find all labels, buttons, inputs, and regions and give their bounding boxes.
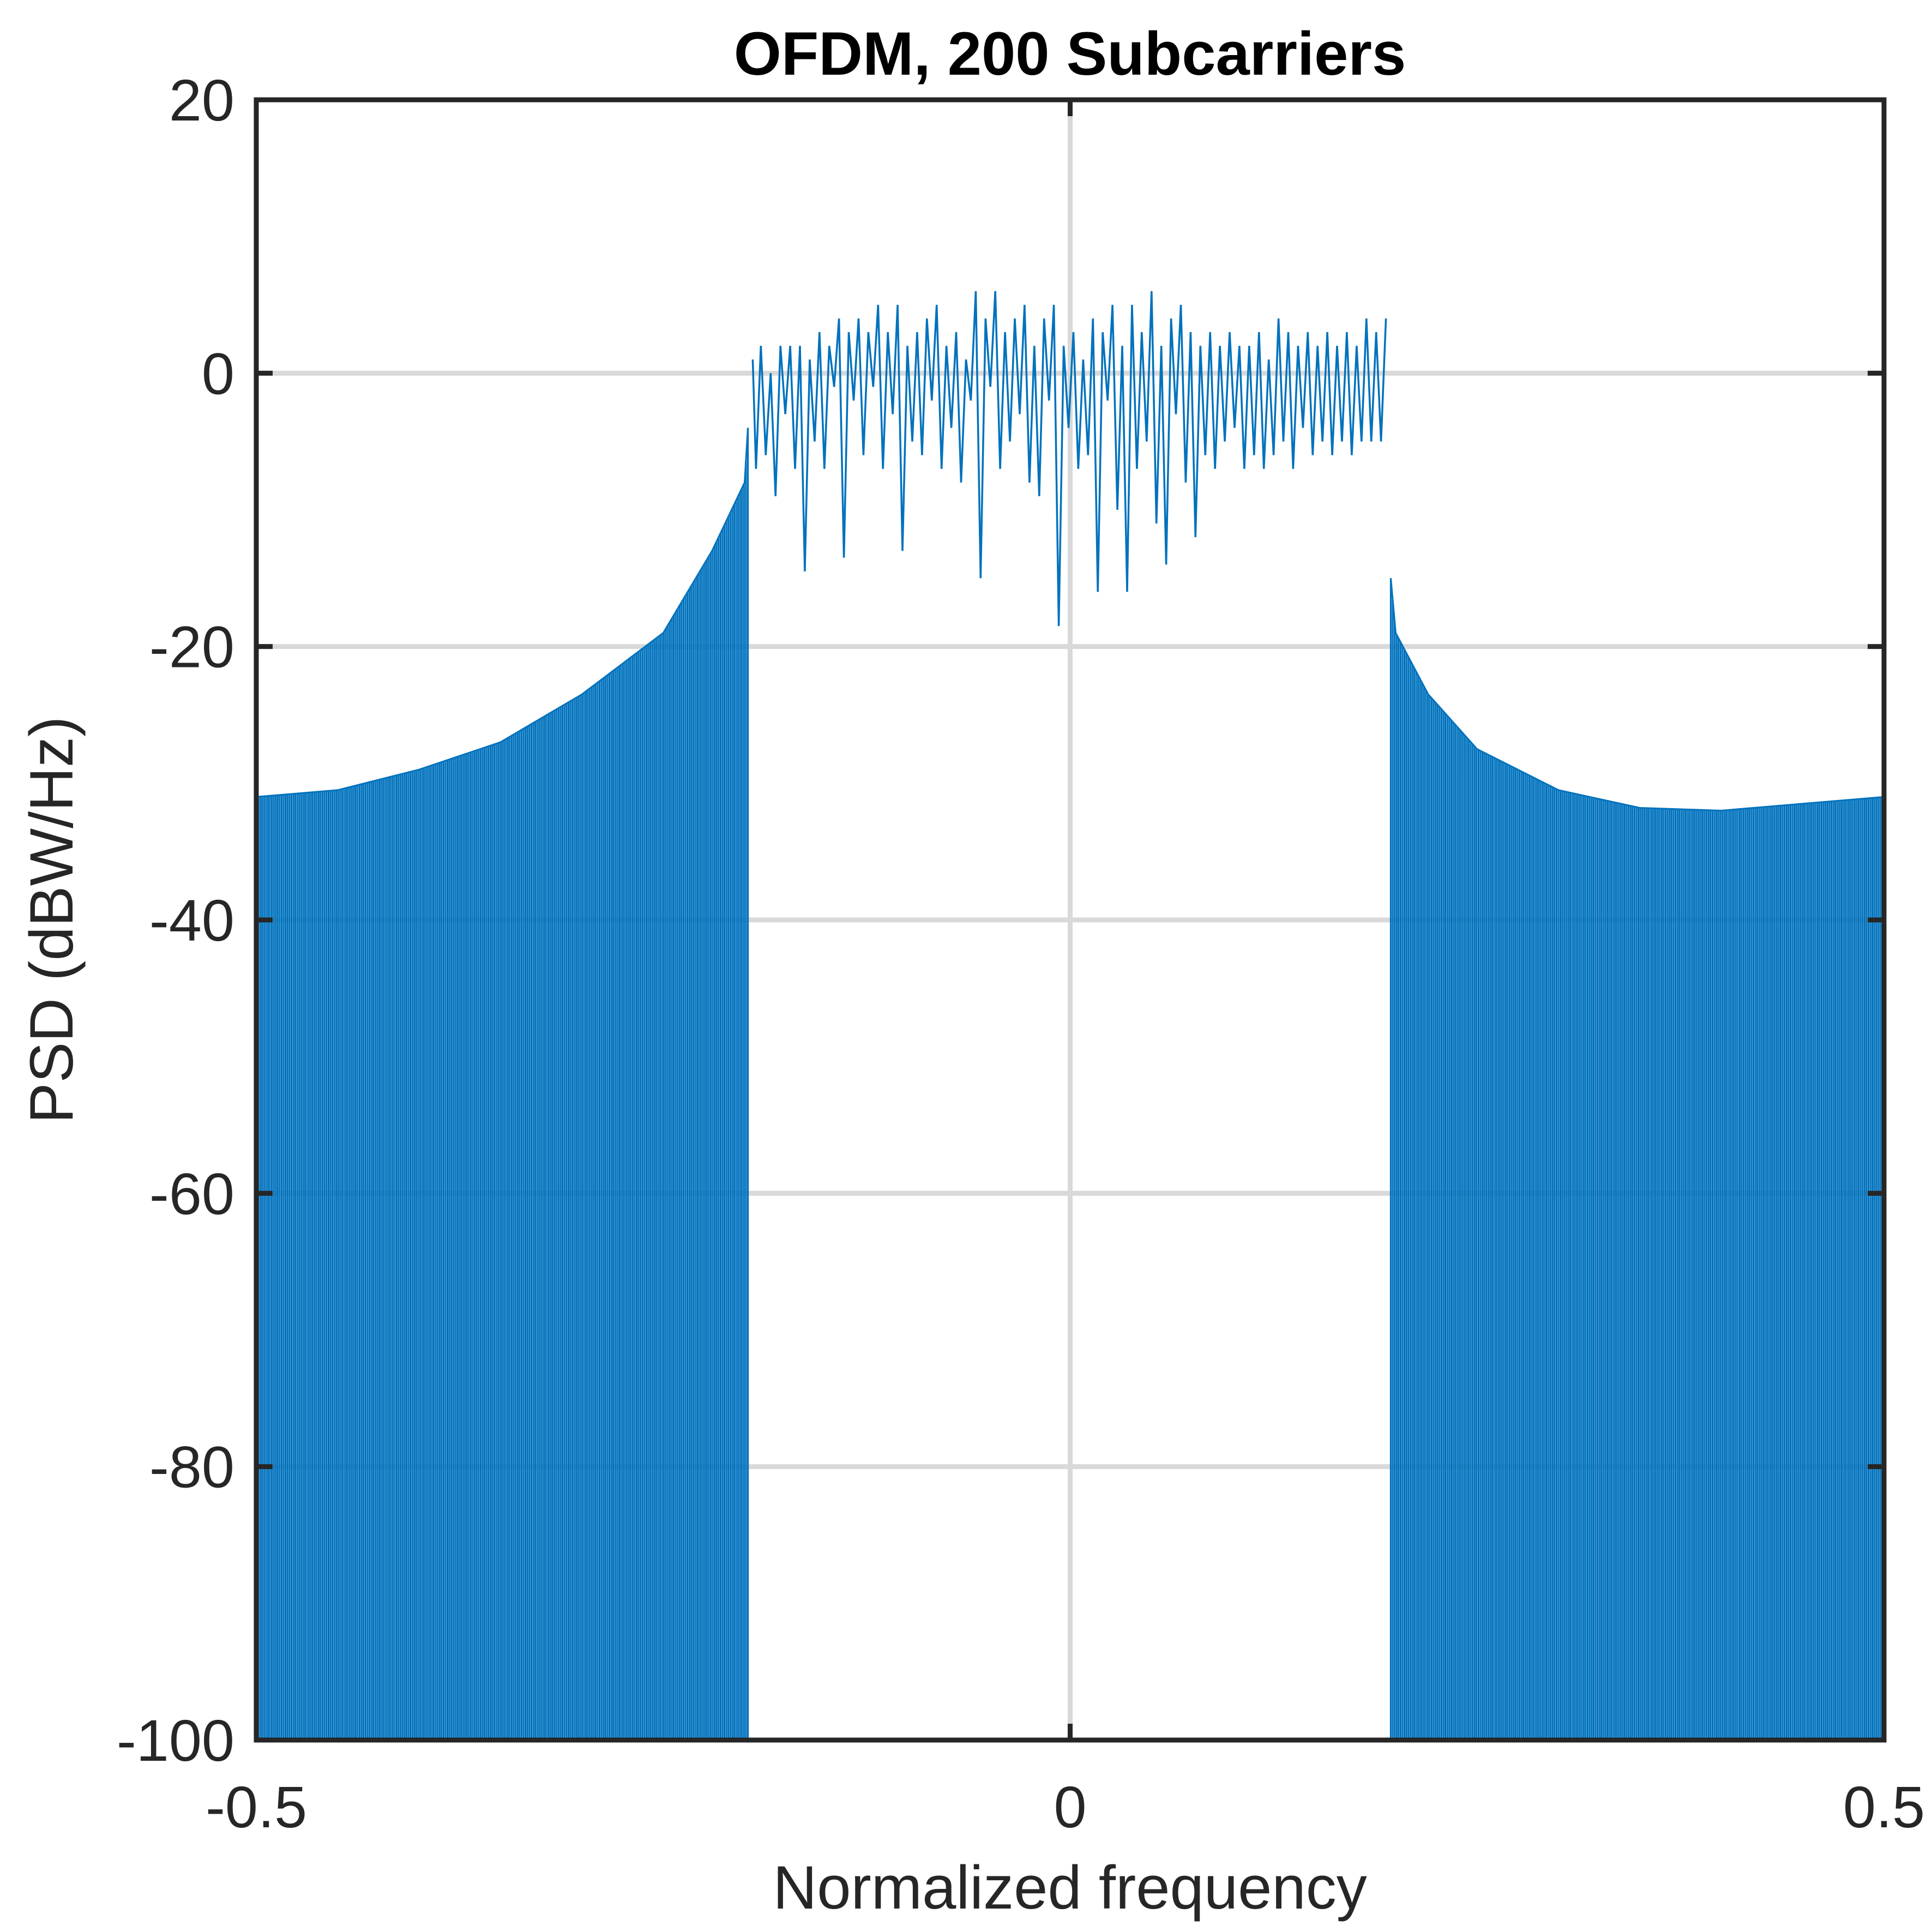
- y-tick-label: -20: [149, 614, 234, 680]
- sidelobe-envelope: [256, 428, 749, 798]
- sidelobe-envelope: [1390, 578, 1885, 812]
- y-tick-label: 0: [202, 340, 234, 406]
- plot-frame: [254, 97, 1887, 1743]
- y-axis-label: PSD (dBW/Hz): [17, 717, 86, 1124]
- series-layer: [255, 291, 1885, 1740]
- x-tick-label: 0.5: [1843, 1774, 1925, 1840]
- sidelobe-stems: [1389, 578, 1885, 1740]
- tick-labels: 20 0 -20 -40 -60 -80 -100-0.5 0 0.5: [117, 67, 1925, 1840]
- passband-line: [751, 291, 1387, 627]
- chart-title: OFDM, 200 Subcarriers: [734, 20, 1406, 88]
- x-tick-label: 0: [1054, 1774, 1086, 1840]
- y-tick-label: -40: [149, 887, 234, 953]
- y-tick-label: -100: [117, 1707, 234, 1773]
- x-tick-label: -0.5: [206, 1774, 307, 1840]
- x-axis-label: Normalized frequency: [773, 1853, 1367, 1922]
- y-tick-label: -60: [149, 1160, 234, 1226]
- y-tick-label: -80: [149, 1434, 234, 1500]
- y-tick-label: 20: [169, 67, 234, 133]
